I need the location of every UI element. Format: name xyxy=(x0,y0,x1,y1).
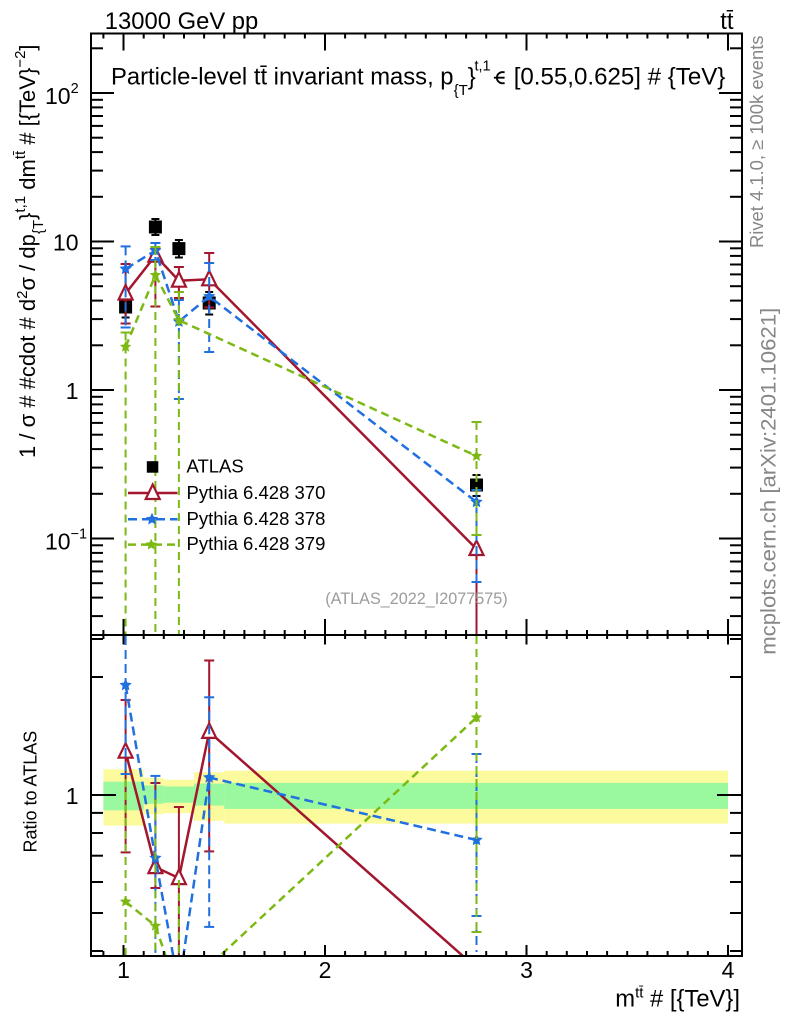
svg-text:ATLAS: ATLAS xyxy=(187,455,244,476)
svg-text:2: 2 xyxy=(319,957,332,983)
svg-text:1: 1 xyxy=(66,783,79,809)
svg-text:{T: {T xyxy=(454,82,468,99)
svg-text:mcplots.cern.ch [arXiv:2401.10: mcplots.cern.ch [arXiv:2401.10621] xyxy=(757,308,781,655)
svg-text:}: } xyxy=(468,64,476,91)
svg-text:1: 1 xyxy=(117,957,130,983)
svg-text:Particle-level tt̄ invariant m: Particle-level tt̄ invariant mass, p xyxy=(111,64,454,91)
svg-text:4: 4 xyxy=(722,957,735,983)
svg-text:Pythia 6.428 379: Pythia 6.428 379 xyxy=(187,533,326,554)
svg-text:10: 10 xyxy=(53,230,79,256)
svg-text:1: 1 xyxy=(66,378,79,404)
svg-text:t,1: t,1 xyxy=(475,59,491,75)
svg-text:3: 3 xyxy=(520,957,533,983)
svg-text:[0.55,0.625] # {TeV}: [0.55,0.625] # {TeV} xyxy=(514,64,726,91)
svg-text:mtt̄ # [{TeV}]: mtt̄ # [{TeV}] xyxy=(615,984,740,1012)
svg-text:Ratio to ATLAS: Ratio to ATLAS xyxy=(21,731,41,853)
svg-text:Pythia 6.428 370: Pythia 6.428 370 xyxy=(187,482,326,503)
svg-text:10−1: 10−1 xyxy=(45,527,87,555)
svg-text:13000 GeV pp: 13000 GeV pp xyxy=(105,8,258,35)
svg-text:Rivet 4.1.0, ≥ 100k events: Rivet 4.1.0, ≥ 100k events xyxy=(746,35,767,248)
svg-text:tt̄: tt̄ xyxy=(720,8,734,35)
svg-text:(ATLAS_2022_I2077575): (ATLAS_2022_I2077575) xyxy=(325,590,507,608)
svg-text:Pythia 6.428 378: Pythia 6.428 378 xyxy=(187,508,326,529)
